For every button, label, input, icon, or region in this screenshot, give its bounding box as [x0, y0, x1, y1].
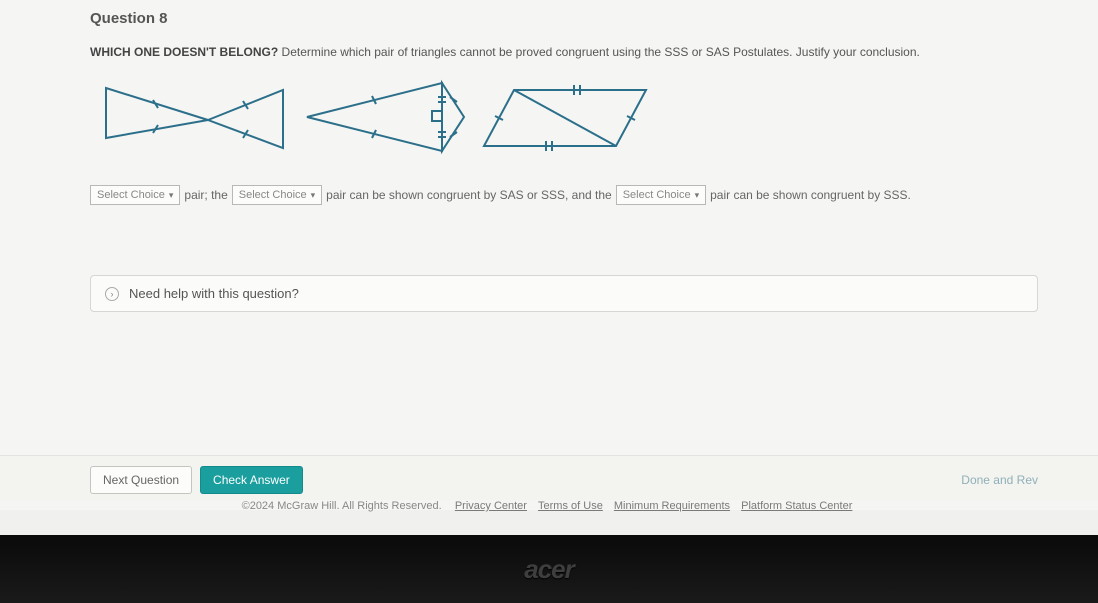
- question-number: Question 8: [90, 10, 1038, 27]
- chevron-down-icon: ▾: [311, 190, 316, 201]
- select-placeholder: Select Choice: [239, 189, 307, 201]
- done-and-review-link[interactable]: Done and Rev: [961, 473, 1038, 487]
- platform-status-link[interactable]: Platform Status Center: [741, 500, 852, 512]
- answer-seg-2: pair can be shown congruent by SAS or SS…: [326, 188, 612, 202]
- figure-pair-1: [98, 78, 288, 158]
- help-label: Need help with this question?: [129, 286, 299, 301]
- check-answer-button[interactable]: Check Answer: [200, 466, 303, 494]
- select-placeholder: Select Choice: [623, 189, 691, 201]
- brand-logo: acer: [524, 554, 574, 585]
- select-choice-2[interactable]: Select Choice ▾: [232, 185, 322, 205]
- question-panel: Question 8 WHICH ONE DOESN'T BELONG? Det…: [0, 0, 1098, 510]
- min-requirements-link[interactable]: Minimum Requirements: [614, 500, 730, 512]
- copyright-row: ©2024 McGraw Hill. All Rights Reserved. …: [0, 500, 1098, 512]
- privacy-center-link[interactable]: Privacy Center: [455, 500, 527, 512]
- figure-pair-2: [292, 73, 472, 163]
- help-expand-icon: ›: [105, 287, 119, 301]
- laptop-bezel: acer: [0, 535, 1098, 603]
- question-prompt: WHICH ONE DOESN'T BELONG? Determine whic…: [90, 45, 1038, 59]
- chevron-down-icon: ▾: [169, 190, 174, 201]
- triangle-figures: [90, 73, 1038, 163]
- next-question-button[interactable]: Next Question: [90, 466, 192, 494]
- select-choice-1[interactable]: Select Choice ▾: [90, 185, 180, 205]
- prompt-rest: Determine which pair of triangles cannot…: [278, 45, 920, 59]
- select-choice-3[interactable]: Select Choice ▾: [616, 185, 706, 205]
- copyright-text: ©2024 McGraw Hill. All Rights Reserved.: [242, 500, 442, 512]
- answer-seg-3: pair can be shown congruent by SSS.: [710, 188, 911, 202]
- terms-of-use-link[interactable]: Terms of Use: [538, 500, 603, 512]
- figure-pair-3: [476, 78, 656, 158]
- prompt-bold: WHICH ONE DOESN'T BELONG?: [90, 45, 278, 59]
- answer-seg-1: pair; the: [184, 188, 227, 202]
- select-placeholder: Select Choice: [97, 189, 165, 201]
- need-help-bar[interactable]: › Need help with this question?: [90, 275, 1038, 312]
- answer-sentence: Select Choice ▾ pair; the Select Choice …: [90, 185, 1038, 205]
- footer-toolbar: Next Question Check Answer Done and Rev: [0, 455, 1098, 500]
- chevron-down-icon: ▾: [695, 190, 700, 201]
